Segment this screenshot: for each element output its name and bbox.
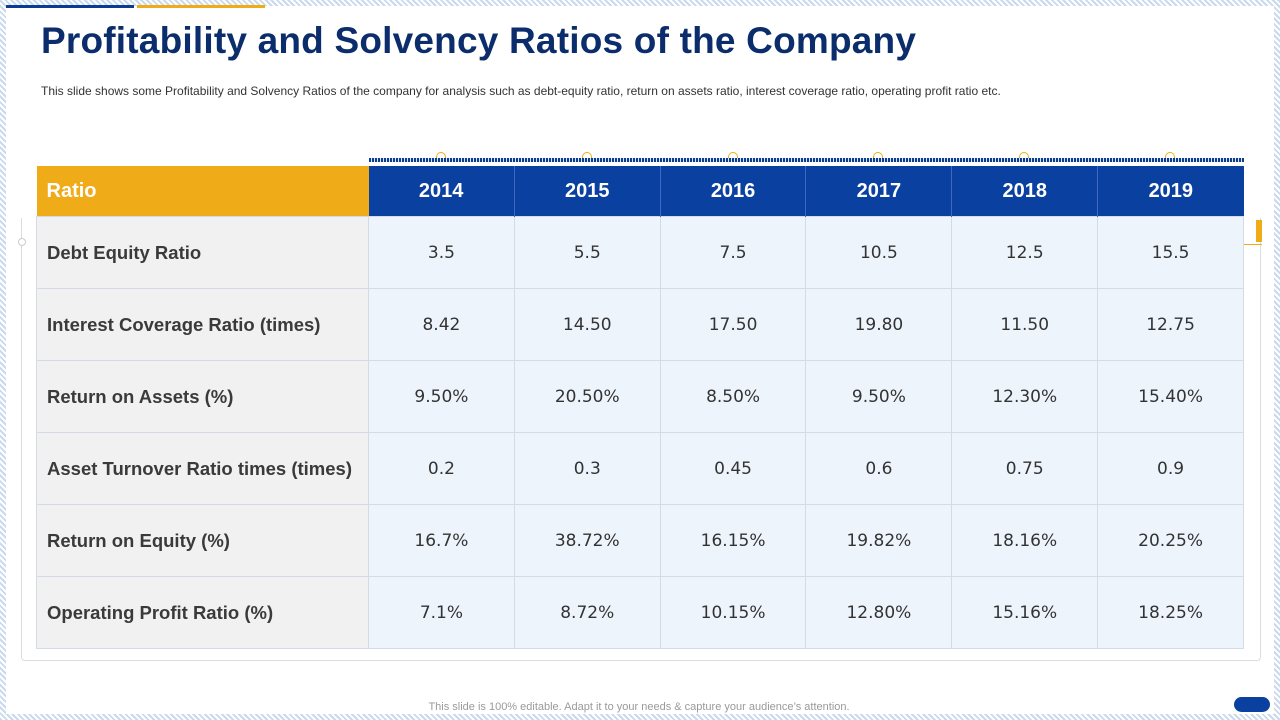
table-cell: 15.5 — [1097, 216, 1244, 289]
table-cell: 16.7% — [368, 504, 515, 577]
table-cell: 0.75 — [951, 432, 1099, 505]
table-row: Return on Equity (%) 16.7% 38.72% 16.15%… — [36, 504, 1244, 577]
table-cell: 19.80 — [805, 288, 953, 361]
row-label: Operating Profit Ratio (%) — [36, 576, 369, 649]
year-marker-decoration — [1019, 152, 1029, 158]
table-cell: 17.50 — [659, 288, 807, 361]
table-cell: 18.25% — [1097, 576, 1244, 649]
table-cell: 11.50 — [951, 288, 1099, 361]
table-header-row: Ratio 2014 2015 2016 2017 2018 2019 — [36, 166, 1244, 217]
page-subtitle: This slide shows some Profitability and … — [41, 84, 1001, 98]
table-cell: 12.80% — [805, 576, 953, 649]
table-cell: 8.72% — [513, 576, 661, 649]
table-cell: 16.15% — [659, 504, 807, 577]
table-cell: 19.82% — [805, 504, 953, 577]
year-marker-decoration — [1165, 152, 1175, 158]
table-cell: 0.6 — [805, 432, 953, 505]
table-row: Operating Profit Ratio (%) 7.1% 8.72% 10… — [36, 576, 1244, 649]
year-marker-decoration — [582, 152, 592, 158]
table-cell: 20.25% — [1097, 504, 1244, 577]
year-marker-decoration — [728, 152, 738, 158]
table-cell: 10.5 — [805, 216, 953, 289]
table-row: Debt Equity Ratio 3.5 5.5 7.5 10.5 12.5 … — [36, 216, 1244, 289]
ratio-column-header: Ratio — [36, 166, 369, 217]
table-cell: 9.50% — [805, 360, 953, 433]
table-cell: 10.15% — [659, 576, 807, 649]
year-marker-decoration — [873, 152, 883, 158]
table-row: Interest Coverage Ratio (times) 8.42 14.… — [36, 288, 1244, 361]
table-cell: 3.5 — [368, 216, 515, 289]
row-label: Return on Equity (%) — [36, 504, 369, 577]
footer-pill-decoration — [1234, 697, 1270, 712]
year-header: 2017 — [805, 166, 953, 217]
gold-line-decoration — [1244, 244, 1262, 245]
table-cell: 12.5 — [951, 216, 1099, 289]
row-label: Asset Turnover Ratio times (times) — [36, 432, 369, 505]
table-cell: 9.50% — [368, 360, 515, 433]
table-cell: 5.5 — [513, 216, 661, 289]
row-label: Debt Equity Ratio — [36, 216, 369, 289]
year-marker-decoration — [436, 152, 446, 158]
ratios-table: Ratio 2014 2015 2016 2017 2018 2019 Debt… — [36, 166, 1244, 649]
table-cell: 15.40% — [1097, 360, 1244, 433]
row-label: Return on Assets (%) — [36, 360, 369, 433]
table-cell: 8.50% — [659, 360, 807, 433]
year-header: 2016 — [660, 166, 807, 217]
row-label: Interest Coverage Ratio (times) — [36, 288, 369, 361]
footer-note: This slide is 100% editable. Adapt it to… — [428, 701, 850, 713]
table-cell: 15.16% — [951, 576, 1099, 649]
table-row: Asset Turnover Ratio times (times) 0.2 0… — [36, 432, 1244, 505]
table-cell: 14.50 — [513, 288, 661, 361]
table-cell: 7.5 — [659, 216, 807, 289]
gold-tab-decoration — [1256, 220, 1262, 242]
table-cell: 0.2 — [368, 432, 515, 505]
outline-dot-decoration — [18, 238, 26, 246]
accent-line-gold — [137, 5, 265, 8]
table-cell: 38.72% — [513, 504, 661, 577]
table-cell: 12.30% — [951, 360, 1099, 433]
table-cell: 8.42 — [368, 288, 515, 361]
table-cell: 7.1% — [368, 576, 515, 649]
header-strip-decoration — [369, 158, 1244, 162]
year-header: 2018 — [951, 166, 1099, 217]
page-title: Profitability and Solvency Ratios of the… — [41, 20, 917, 61]
year-header: 2015 — [514, 166, 661, 217]
table-cell: 18.16% — [951, 504, 1099, 577]
year-header: 2019 — [1097, 166, 1244, 217]
table-cell: 0.45 — [659, 432, 807, 505]
table-cell: 0.3 — [513, 432, 661, 505]
table-outline — [21, 218, 1261, 661]
table-cell: 0.9 — [1097, 432, 1244, 505]
year-header: 2014 — [368, 166, 515, 217]
table-cell: 12.75 — [1097, 288, 1244, 361]
table-cell: 20.50% — [513, 360, 661, 433]
accent-line-blue — [6, 5, 134, 8]
table-row: Return on Assets (%) 9.50% 20.50% 8.50% … — [36, 360, 1244, 433]
